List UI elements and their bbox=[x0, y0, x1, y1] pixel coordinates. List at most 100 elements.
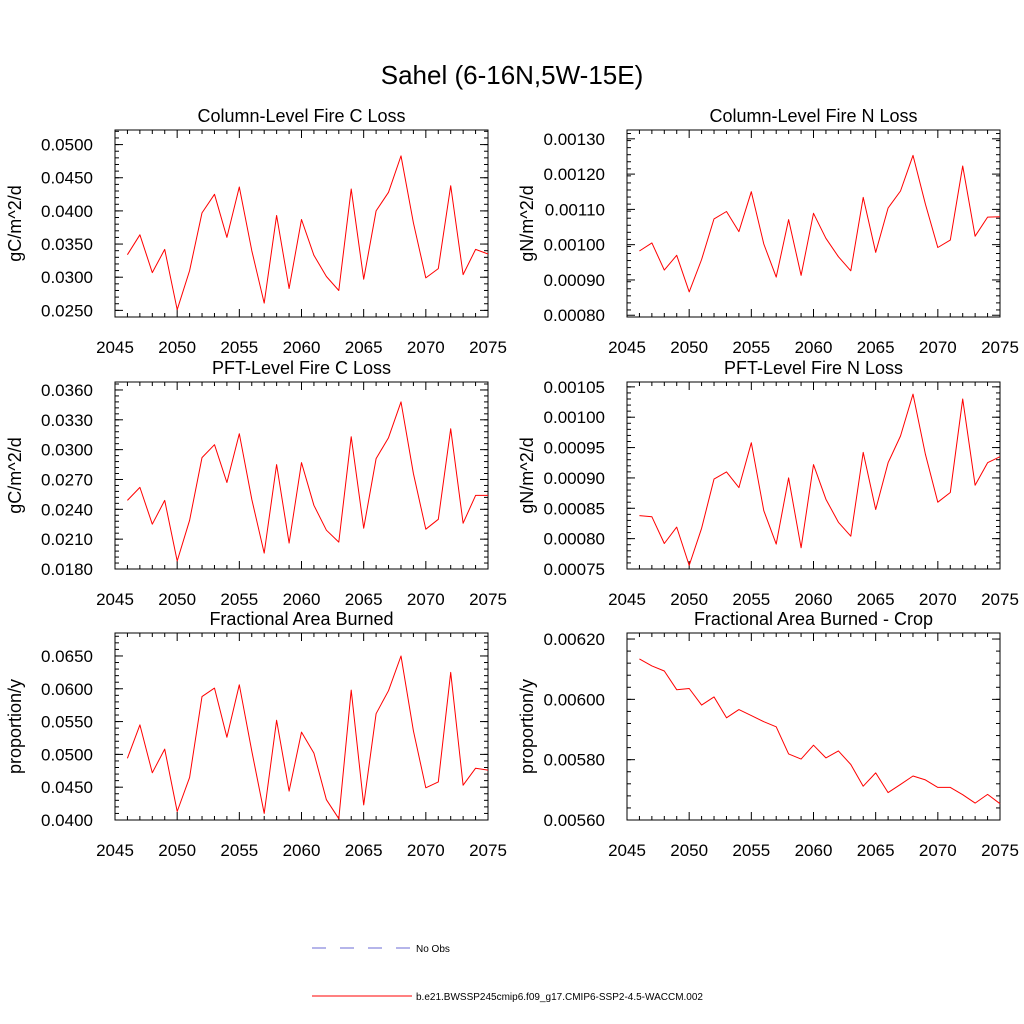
y-tick-label: 0.0350 bbox=[41, 235, 93, 254]
x-tick-label: 2045 bbox=[608, 841, 646, 860]
series-line bbox=[639, 393, 1001, 566]
y-tick-label: 0.00100 bbox=[544, 408, 605, 427]
plot-frame bbox=[626, 632, 1001, 821]
chart-title: Fractional Area Burned - Crop bbox=[694, 609, 933, 629]
y-tick-label: 0.0300 bbox=[41, 441, 93, 460]
x-tick-label: 2065 bbox=[345, 841, 383, 860]
y-tick-label: 0.0250 bbox=[41, 301, 93, 320]
y-tick-label: 0.0550 bbox=[41, 713, 93, 732]
y-axis-label: gC/m^2/d bbox=[5, 185, 25, 261]
plot-frame bbox=[114, 381, 489, 570]
y-tick-label: 0.00090 bbox=[544, 271, 605, 290]
y-tick-label: 0.0450 bbox=[41, 778, 93, 797]
y-tick-label: 0.00620 bbox=[544, 630, 605, 649]
x-tick-label: 2045 bbox=[96, 338, 134, 357]
series-line bbox=[126, 155, 489, 311]
x-tick-label: 2070 bbox=[919, 841, 957, 860]
chart-title: Column-Level Fire N Loss bbox=[709, 106, 917, 126]
x-tick-label: 2070 bbox=[919, 338, 957, 357]
series-line bbox=[127, 401, 488, 562]
x-tick-label: 2060 bbox=[283, 841, 321, 860]
chart-title: PFT-Level Fire C Loss bbox=[212, 358, 391, 378]
y-tick-label: 0.00080 bbox=[544, 530, 605, 549]
y-tick-label: 0.0400 bbox=[41, 811, 93, 830]
y-tick-label: 0.00095 bbox=[544, 439, 605, 458]
x-tick-label: 2060 bbox=[795, 841, 833, 860]
y-tick-label: 0.0300 bbox=[41, 268, 93, 287]
y-tick-label: 0.0500 bbox=[41, 745, 93, 764]
x-tick-label: 2075 bbox=[981, 841, 1019, 860]
x-tick-label: 2065 bbox=[345, 338, 383, 357]
x-tick-label: 2050 bbox=[158, 590, 196, 609]
y-tick-label: 0.00105 bbox=[544, 378, 605, 397]
plot-frame bbox=[626, 381, 1001, 570]
x-tick-label: 2060 bbox=[795, 338, 833, 357]
x-tick-label: 2075 bbox=[469, 590, 507, 609]
x-tick-label: 2045 bbox=[96, 841, 134, 860]
chart-title: PFT-Level Fire N Loss bbox=[724, 358, 903, 378]
chart-panel-2: 2045 2050 2055 2060 2065 2070 2075 0.00080 0.000… bbox=[517, 106, 1019, 357]
figure-title: Sahel (6-16N,5W-15E) bbox=[381, 60, 644, 90]
chart-panel-6: 2045 2050 2055 2060 2065 2070 2075 0.00560 0.005… bbox=[517, 609, 1019, 860]
y-tick-label: 0.0500 bbox=[41, 136, 93, 155]
x-tick-label: 2055 bbox=[220, 338, 258, 357]
x-tick-label: 2075 bbox=[469, 338, 507, 357]
chart-title: Fractional Area Burned bbox=[209, 609, 393, 629]
x-tick-label: 2055 bbox=[220, 841, 258, 860]
y-tick-label: 0.0400 bbox=[41, 202, 93, 221]
legend: No Obs b.e21.BWSSP245cmip6.f09_g17.CMIP6… bbox=[312, 944, 703, 1003]
x-tick-label: 2065 bbox=[857, 338, 895, 357]
x-tick-label: 2070 bbox=[407, 590, 445, 609]
x-tick-label: 2055 bbox=[732, 841, 770, 860]
x-tick-label: 2070 bbox=[407, 338, 445, 357]
x-tick-label: 2055 bbox=[732, 338, 770, 357]
y-tick-label: 0.00600 bbox=[544, 690, 605, 709]
x-tick-label: 2075 bbox=[981, 590, 1019, 609]
x-tick-label: 2045 bbox=[608, 590, 646, 609]
y-axis-label: proportion/y bbox=[5, 679, 25, 774]
x-tick-label: 2075 bbox=[981, 338, 1019, 357]
y-tick-label: 0.0180 bbox=[41, 560, 93, 579]
x-tick-label: 2070 bbox=[407, 841, 445, 860]
y-tick-label: 0.0270 bbox=[41, 470, 93, 489]
chart-panel-1: 2045 2050 2055 2060 2065 2070 2075 0.0250 0.0300… bbox=[5, 106, 507, 357]
x-tick-label: 2050 bbox=[158, 841, 196, 860]
y-axis-label: gN/m^2/d bbox=[517, 437, 537, 513]
x-tick-label: 2050 bbox=[158, 338, 196, 357]
y-tick-label: 0.00075 bbox=[544, 560, 605, 579]
x-tick-label: 2055 bbox=[732, 590, 770, 609]
y-axis-label: gC/m^2/d bbox=[5, 437, 25, 513]
chart-panel-3: 2045 2050 2055 2060 2065 2070 2075 0.0180 0.0210… bbox=[5, 358, 507, 609]
series-line bbox=[639, 154, 1001, 293]
x-tick-label: 2055 bbox=[220, 590, 258, 609]
y-tick-label: 0.00080 bbox=[544, 306, 605, 325]
x-tick-label: 2060 bbox=[283, 590, 321, 609]
plot-frame bbox=[626, 129, 1001, 318]
plot-frame bbox=[114, 129, 489, 318]
x-tick-label: 2050 bbox=[670, 338, 708, 357]
x-tick-label: 2065 bbox=[857, 841, 895, 860]
x-tick-label: 2060 bbox=[283, 338, 321, 357]
x-tick-label: 2070 bbox=[919, 590, 957, 609]
y-tick-label: 0.00120 bbox=[544, 165, 605, 184]
y-tick-label: 0.00090 bbox=[544, 469, 605, 488]
x-tick-label: 2060 bbox=[795, 590, 833, 609]
chart-panel-5: 2045 2050 2055 2060 2065 2070 2075 0.0400 0.0450… bbox=[5, 609, 507, 860]
x-tick-label: 2045 bbox=[608, 338, 646, 357]
chart-title: Column-Level Fire C Loss bbox=[197, 106, 405, 126]
y-axis-label: gN/m^2/d bbox=[517, 185, 537, 261]
y-tick-label: 0.0450 bbox=[41, 169, 93, 188]
x-tick-label: 2045 bbox=[96, 590, 134, 609]
y-tick-label: 0.0650 bbox=[41, 647, 93, 666]
x-tick-label: 2065 bbox=[857, 590, 895, 609]
y-tick-label: 0.00110 bbox=[545, 200, 605, 219]
y-axis-label: proportion/y bbox=[517, 679, 537, 774]
legend-obs-label: No Obs bbox=[416, 944, 450, 955]
chart-panel-4: 2045 2050 2055 2060 2065 2070 2075 0.00075 0.000… bbox=[517, 358, 1019, 609]
plot-frame bbox=[114, 632, 489, 821]
x-tick-label: 2065 bbox=[345, 590, 383, 609]
series-line bbox=[639, 658, 1001, 805]
y-tick-label: 0.0240 bbox=[41, 500, 93, 519]
y-tick-label: 0.0600 bbox=[41, 680, 93, 699]
